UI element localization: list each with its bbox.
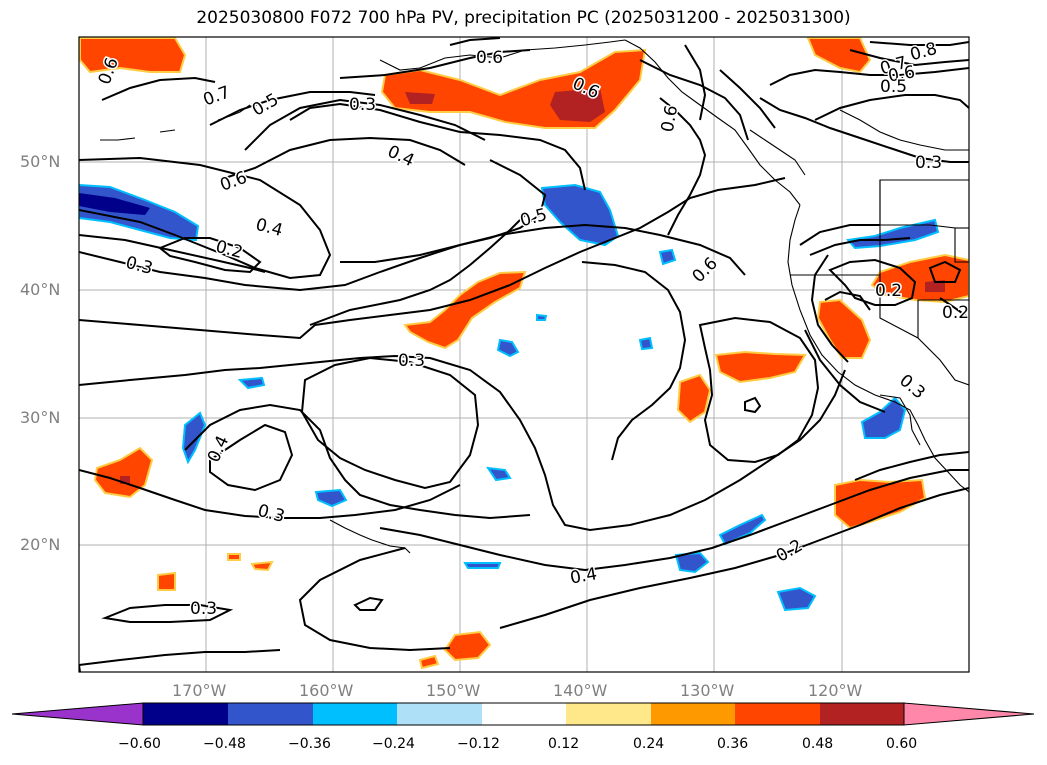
colorbar-segment: [228, 703, 313, 725]
lat-label: 20°N: [20, 535, 61, 554]
colorbar-tick: −0.60: [118, 736, 161, 752]
contour-label: 0.6: [658, 104, 682, 134]
colorbar-tick: 0.48: [802, 736, 834, 752]
colorbar-segment: [397, 703, 482, 725]
colorbar-tick: 0.60: [886, 736, 918, 752]
lon-label: 120°W: [808, 681, 863, 700]
contour-label: 0.2: [942, 303, 969, 323]
map-frame: [78, 36, 970, 673]
map-area: [79, 37, 969, 672]
colorbar-segment: [143, 703, 228, 725]
colorbar-tick: 0.12: [548, 736, 580, 752]
colorbar-segment: [651, 703, 735, 725]
coastlines: [100, 39, 969, 554]
colorbar-extend-low: [11, 702, 144, 726]
contour-label: 0.2: [875, 281, 902, 301]
colorbar-segment: [566, 703, 651, 725]
contour-label: 0.3: [915, 153, 942, 173]
lat-label: 30°N: [20, 408, 61, 427]
colorbar-tick: −0.48: [203, 736, 246, 752]
lat-label: 50°N: [20, 152, 61, 171]
map-title: 2025030800 F072 700 hPa PV, precipitatio…: [196, 8, 851, 28]
colorbar-tick: −0.24: [372, 736, 415, 752]
colorbar-tick: −0.36: [288, 736, 331, 752]
colorbar: [11, 702, 1035, 726]
contour-label: 0.3: [349, 95, 376, 115]
lon-label: 150°W: [426, 681, 481, 700]
colorbar-segment: [820, 703, 904, 725]
contour-label: 0.4: [569, 564, 599, 588]
contour-label: 0.3: [190, 599, 217, 619]
colorbar-segment: [313, 703, 397, 725]
lat-label: 40°N: [20, 280, 61, 299]
contour-label: 0.3: [398, 351, 425, 371]
lon-label: 160°W: [299, 681, 354, 700]
contour-label: 0.4: [253, 215, 284, 241]
lon-label: 140°W: [553, 681, 608, 700]
contour-label: 0.5: [880, 77, 907, 97]
colorbar-extend-high: [903, 702, 1035, 726]
colorbar-tick: 0.36: [717, 736, 749, 752]
colorbar-segment: [482, 703, 566, 725]
colorbar-segment: [735, 703, 820, 725]
colorbar-tick: 0.24: [633, 736, 665, 752]
lon-label: 170°W: [172, 681, 227, 700]
lon-label: 130°W: [680, 681, 735, 700]
colorbar-tick: −0.12: [457, 736, 500, 752]
pv-contours: [79, 37, 969, 672]
contour-label: 0.6: [476, 48, 503, 68]
